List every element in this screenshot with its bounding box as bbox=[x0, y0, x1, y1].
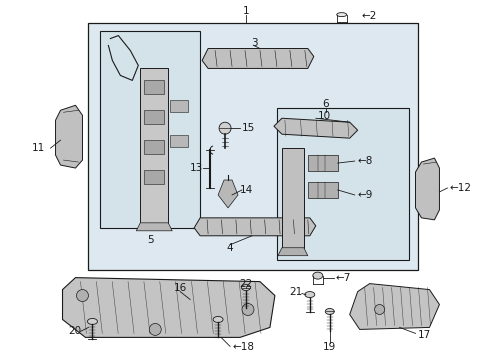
Bar bbox=[88, 23, 417, 270]
Bar bbox=[144, 140, 164, 154]
Circle shape bbox=[149, 323, 161, 336]
Text: 5: 5 bbox=[147, 235, 153, 245]
Bar bbox=[144, 110, 164, 124]
Text: 4: 4 bbox=[226, 243, 233, 253]
Text: 21: 21 bbox=[288, 287, 302, 297]
Text: 6: 6 bbox=[322, 99, 328, 109]
Polygon shape bbox=[415, 158, 439, 220]
Polygon shape bbox=[56, 105, 82, 168]
Text: ←18: ←18 bbox=[232, 342, 254, 352]
Text: 17: 17 bbox=[417, 330, 430, 341]
Bar bbox=[276, 108, 407, 260]
Bar bbox=[307, 155, 337, 171]
Text: 14: 14 bbox=[239, 185, 252, 195]
Text: ←9: ←9 bbox=[357, 190, 372, 200]
Polygon shape bbox=[218, 180, 238, 208]
Text: 13: 13 bbox=[189, 163, 203, 173]
Ellipse shape bbox=[304, 292, 314, 298]
Text: 19: 19 bbox=[323, 342, 336, 352]
Bar bbox=[144, 80, 164, 94]
Bar bbox=[281, 148, 303, 248]
Polygon shape bbox=[273, 118, 357, 138]
Text: 10: 10 bbox=[317, 111, 330, 121]
Ellipse shape bbox=[241, 285, 250, 291]
Ellipse shape bbox=[336, 13, 346, 17]
Ellipse shape bbox=[213, 316, 223, 323]
Text: ←8: ←8 bbox=[357, 156, 372, 166]
Text: ←7: ←7 bbox=[335, 273, 350, 283]
Text: ←12: ←12 bbox=[448, 183, 470, 193]
Circle shape bbox=[374, 305, 384, 315]
Text: ←2: ←2 bbox=[361, 11, 376, 21]
Text: 1: 1 bbox=[242, 6, 249, 15]
Bar bbox=[170, 100, 188, 112]
Text: 22: 22 bbox=[239, 279, 252, 289]
Bar bbox=[100, 31, 200, 228]
Text: 16: 16 bbox=[173, 283, 186, 293]
Polygon shape bbox=[277, 248, 307, 256]
Polygon shape bbox=[349, 284, 439, 329]
Circle shape bbox=[76, 289, 88, 302]
Text: 3: 3 bbox=[250, 37, 257, 48]
Ellipse shape bbox=[87, 319, 97, 324]
Bar bbox=[140, 68, 168, 223]
Text: 15: 15 bbox=[242, 123, 255, 133]
Polygon shape bbox=[202, 49, 313, 68]
Text: 20: 20 bbox=[68, 327, 81, 336]
Bar bbox=[144, 170, 164, 184]
Polygon shape bbox=[136, 223, 172, 231]
Circle shape bbox=[219, 122, 230, 134]
Polygon shape bbox=[194, 218, 315, 236]
Ellipse shape bbox=[325, 309, 334, 315]
Polygon shape bbox=[62, 278, 274, 337]
Circle shape bbox=[242, 303, 253, 315]
Bar bbox=[307, 182, 337, 198]
Text: 11: 11 bbox=[32, 143, 45, 153]
Bar bbox=[170, 135, 188, 147]
Ellipse shape bbox=[312, 272, 322, 279]
